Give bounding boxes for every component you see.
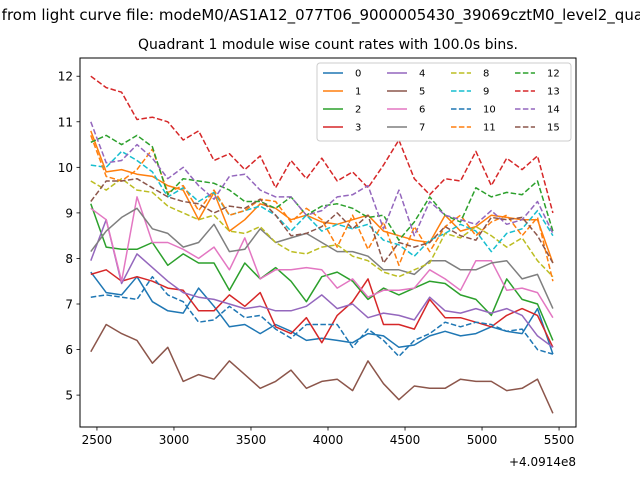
series-line-14 (90, 121, 554, 237)
y-tick-label: 10 (58, 161, 73, 175)
y-tick-label: 8 (65, 252, 73, 266)
y-tick-label: 6 (65, 343, 73, 357)
legend-label-11: 11 (483, 123, 496, 134)
x-axis: 2500 3000 3500 4000 4500 5000 5500 (82, 427, 575, 447)
x-tick-label: 3500 (236, 433, 267, 447)
plot-lines (90, 75, 554, 414)
legend-label-9: 9 (483, 87, 489, 98)
legend-label-5: 5 (419, 87, 425, 98)
x-tick-label: 5500 (544, 433, 575, 447)
legend-label-2: 2 (355, 105, 361, 116)
x-tick-label: 4500 (390, 433, 421, 447)
legend-label-10: 10 (483, 105, 496, 116)
legend-label-8: 8 (483, 69, 489, 80)
series-line-7 (90, 207, 554, 309)
x-tick-label: 5000 (467, 433, 498, 447)
y-tick-label: 9 (65, 206, 73, 220)
legend-label-1: 1 (355, 87, 361, 98)
series-line-10 (90, 275, 554, 358)
y-tick-label: 5 (65, 389, 73, 403)
legend-label-7: 7 (419, 123, 425, 134)
legend-label-6: 6 (419, 105, 425, 116)
legend-label-12: 12 (547, 69, 560, 80)
legend-label-13: 13 (547, 87, 560, 98)
y-axis: 5 6 7 8 9 10 11 12 (58, 70, 80, 403)
legend-label-4: 4 (419, 69, 425, 80)
series-line-4 (90, 218, 554, 348)
series-line-12 (90, 134, 554, 241)
legend-label-15: 15 (547, 123, 560, 134)
series-line-8 (90, 177, 554, 278)
chart-title: Quadrant 1 module wise count rates with … (138, 37, 518, 53)
x-tick-label: 2500 (82, 433, 113, 447)
series-line-0 (90, 271, 554, 355)
legend-box (316, 62, 572, 142)
series-line-15 (90, 177, 554, 264)
legend-label-14: 14 (547, 105, 560, 116)
series-line-13 (90, 75, 554, 214)
series-line-6 (90, 196, 554, 319)
figure-suptitle: Plot of data from light curve file: mode… (0, 6, 640, 25)
y-tick-label: 12 (58, 70, 73, 84)
y-tick-label: 11 (58, 115, 73, 129)
x-offset-label: +4.0914e8 (509, 455, 576, 469)
series-line-5 (90, 323, 554, 414)
x-tick-label: 3000 (159, 433, 190, 447)
legend-label-0: 0 (355, 69, 361, 80)
series-line-1 (90, 130, 554, 264)
x-tick-label: 4000 (313, 433, 344, 447)
legend-label-3: 3 (355, 123, 361, 134)
series-line-2 (90, 203, 554, 341)
y-tick-label: 7 (65, 298, 73, 312)
